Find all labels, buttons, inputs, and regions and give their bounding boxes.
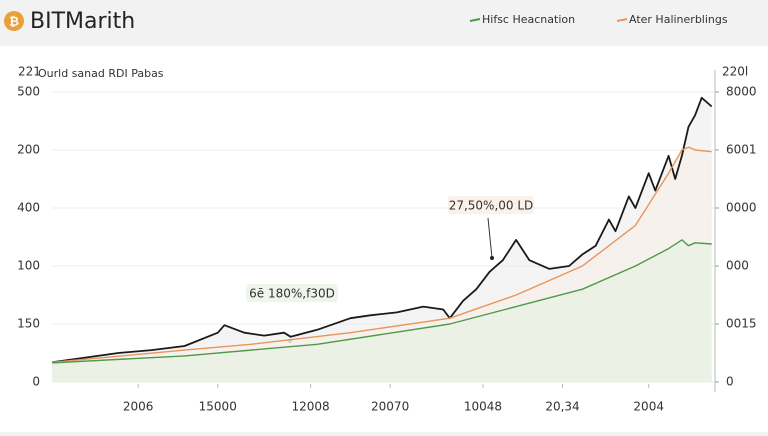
y2-tick-label: 0000 xyxy=(726,201,757,215)
y2-tick-label: 0015 xyxy=(726,317,757,331)
y2-tick-label: 0 xyxy=(726,375,734,389)
series-line xyxy=(51,146,712,363)
x-tick-label: 2006 xyxy=(123,400,154,414)
series-line xyxy=(51,96,713,364)
x-tick-label: 12008 xyxy=(291,400,329,414)
y-tick-label: 150 xyxy=(17,317,40,331)
x-tick-label: 10048 xyxy=(464,400,502,414)
y-tick-label: 400 xyxy=(17,201,40,215)
x-tick-label: 2004 xyxy=(633,400,664,414)
y2-axis-label: 220l xyxy=(722,65,748,79)
annotation-pointer xyxy=(487,217,493,259)
y-tick-label: 200 xyxy=(17,143,40,157)
series-line xyxy=(51,239,712,364)
y-axis-label: 221 xyxy=(18,65,41,79)
legend-label: Hifsc Heacnation xyxy=(482,13,575,26)
annotation-dot xyxy=(490,256,494,260)
annotation-box xyxy=(448,196,534,214)
annotation: 6ē 180%,f30D xyxy=(249,287,335,301)
chart-title: Ourld sanad RDI Pabas xyxy=(38,67,164,80)
y2-tick-label: 000 xyxy=(726,259,749,273)
x-tick-label: 20,34 xyxy=(545,400,579,414)
y-tick-label: 0 xyxy=(32,375,40,389)
legend-swatch xyxy=(616,18,628,22)
legend-label: Ater Halinerblings xyxy=(629,13,728,26)
series-area xyxy=(52,239,712,382)
y2-tick-label: 8000 xyxy=(726,85,757,99)
x-tick-label: 20070 xyxy=(371,400,409,414)
y2-tick-label: 6001 xyxy=(726,143,757,157)
app-title: BITMarith xyxy=(30,9,135,34)
logo-icon xyxy=(4,11,24,31)
annotation-box xyxy=(246,284,338,302)
annotation: 27,50%,00 LD xyxy=(449,199,534,213)
logo-symbol: ₿ xyxy=(9,15,19,29)
y-tick-label: 100 xyxy=(17,259,40,273)
y-tick-label: 500 xyxy=(17,85,40,99)
x-tick-label: 15000 xyxy=(199,400,237,414)
legend-swatch xyxy=(469,18,481,22)
